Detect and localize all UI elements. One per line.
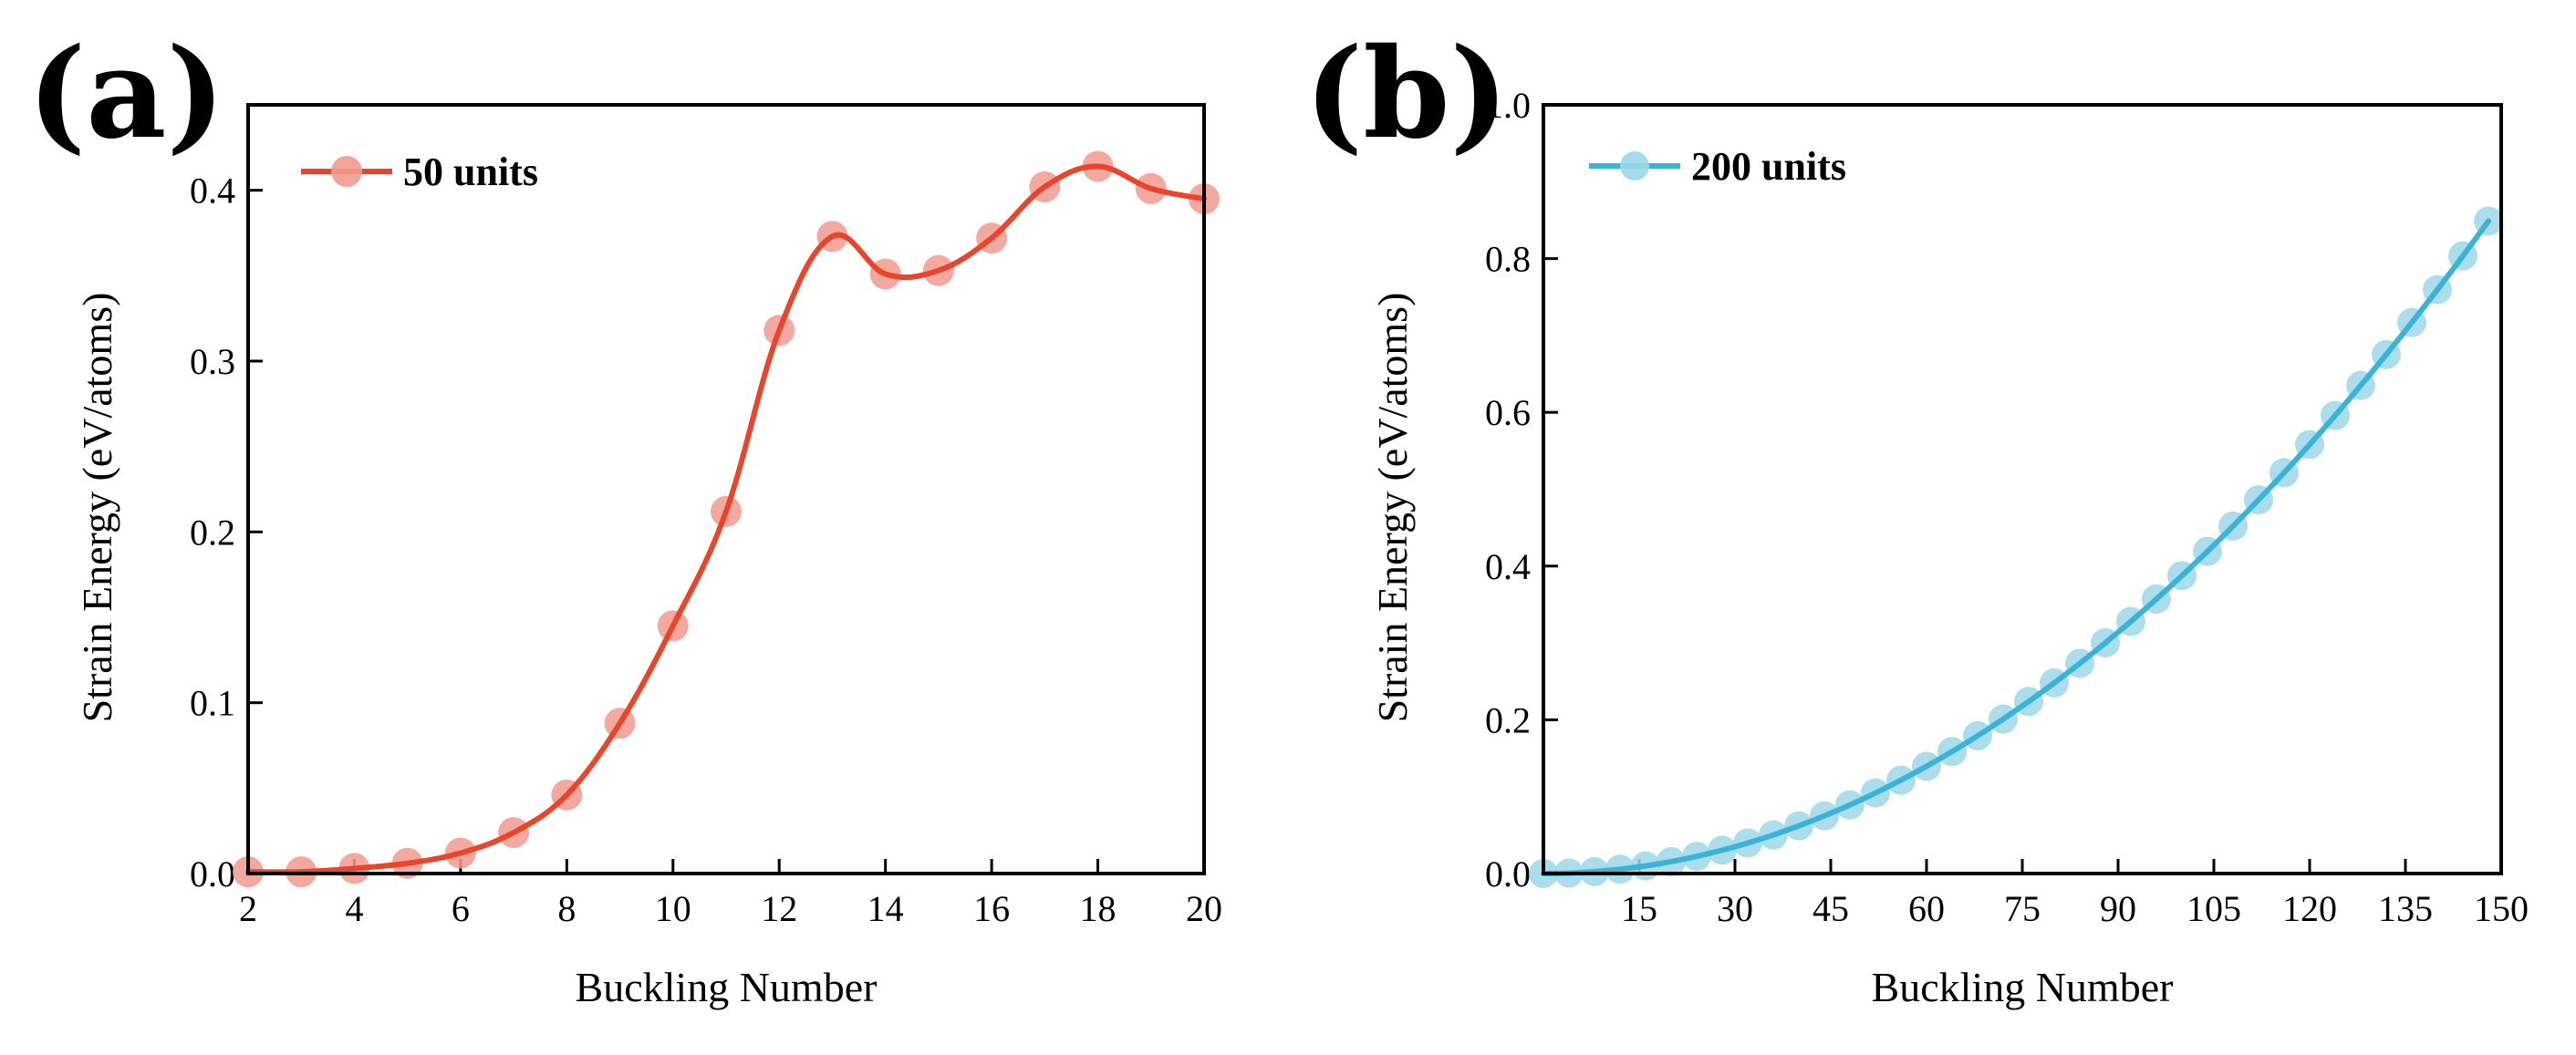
panel-a-x-tick-label-7: 16 [973,888,1010,929]
panel-b-plot-frame [1542,103,2503,875]
chart-panel-b: (b) 15 30 45 60 75 90 105 120 135 150 0.0 0.2 0.4 0.6… [1304,21,2529,1010]
panel-b-y-tick-label-2: 0.4 [1485,546,1531,587]
panel-b-series-line-0 [1541,218,2491,876]
panel-b-legend-marker [1620,151,1649,181]
panel-b-y-axis-title: Strain Energy (eV/atoms) [1369,293,1416,723]
panel-b-x-axis-title: Buckling Number [1872,964,2174,1010]
panel-b-x-tick-label-0: 15 [1621,888,1657,929]
panel-b-x-tick-label-8: 135 [2378,888,2433,929]
panel-a-x-tick-label-0: 2 [239,888,257,929]
panel-a-x-tick-label-6: 14 [867,888,904,929]
panel-b-ticks: 15 30 45 60 75 90 105 120 135 150 0.0 0.2 0.4 0.6 0.8 1… [1485,85,2529,929]
panel-b-x-tick-label-9: 150 [2474,888,2529,929]
panel-b-x-tick-label-1: 30 [1717,888,1753,929]
panel-b-x-tick-label-7: 120 [2282,888,2337,929]
panel-a-series-line-0 [245,163,1207,875]
panel-b-series [1529,206,2503,888]
panel-a-plot-frame [246,103,1206,875]
panel-b-y-tick-label-5: 1.0 [1485,85,1531,126]
panel-a-y-tick-label-0: 0.0 [190,853,235,895]
panel-a-x-axis-title: Buckling Number [576,964,878,1010]
panel-a-ticks: 2 4 6 8 10 12 14 16 18 20 0.0 0.1 0.2 0.3 0.4 [190,171,1222,929]
panel-a-x-tick-label-8: 18 [1080,888,1117,929]
panel-a-legend-label: 50 units [403,150,538,194]
panel-b-x-tick-label-4: 75 [2004,888,2041,929]
panel-b-label: (b) [1304,21,1509,167]
panel-a-x-tick-label-3: 8 [557,888,576,929]
panel-a-legend-marker [331,156,362,187]
chart-panel-a: (a) 2 4 6 8 10 12 14 16 18 20 0.0 0.1 0.2 0.3 0.4 50 u… [27,21,1222,1010]
panel-b-x-tick-label-5: 90 [2100,888,2136,929]
panel-b-legend: 200 units [1589,144,1846,189]
panel-b-y-tick-label-4: 0.8 [1485,239,1531,280]
panel-a-y-tick-label-4: 0.4 [190,171,235,212]
panel-a-x-tick-label-4: 10 [655,888,691,929]
panel-a-y-tick-label-3: 0.3 [190,341,235,382]
panel-a-x-tick-label-2: 6 [452,888,470,929]
panel-a-y-tick-label-2: 0.2 [190,512,235,553]
panel-a-legend: 50 units [301,150,538,194]
panel-a-series [233,150,1220,888]
panel-a-x-tick-label-1: 4 [345,888,363,929]
panel-b-y-tick-label-3: 0.6 [1485,392,1531,433]
panel-a-x-tick-label-5: 12 [761,888,797,929]
panel-b-x-tick-label-2: 45 [1813,888,1849,929]
panel-b-y-tick-label-1: 0.2 [1485,699,1531,740]
panel-a-y-tick-label-1: 0.1 [190,683,235,724]
panel-a-y-axis-title: Strain Energy (eV/atoms) [74,293,120,723]
panel-b-legend-label: 200 units [1691,144,1846,189]
panel-a-label: (a) [27,21,225,167]
panel-a-x-tick-label-9: 20 [1186,888,1222,929]
panel-b-x-tick-label-6: 105 [2186,888,2241,929]
panel-b-x-tick-label-3: 60 [1908,888,1945,929]
panel-b-y-tick-label-0: 0.0 [1485,853,1531,895]
